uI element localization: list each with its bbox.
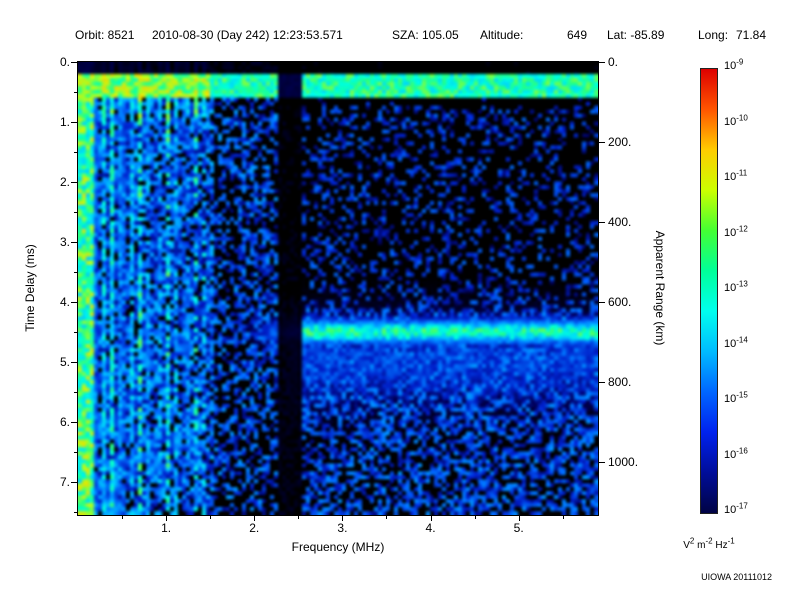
x-tick-mark <box>254 516 256 521</box>
x-minor-tick-mark <box>386 516 388 519</box>
credit-text: UIOWA 20111012 <box>701 572 772 582</box>
y-tick-label-right: 1000. <box>608 455 639 469</box>
y-tick-label-left: 2. <box>59 175 70 189</box>
spectrogram-canvas <box>78 62 598 515</box>
colorbar-tick-label: 10-16 <box>724 445 748 461</box>
colorbar-unit-label: V2 m-2 Hz-1 <box>683 536 735 551</box>
y-tick-mark-left <box>71 62 77 63</box>
colorbar-tick-label: 10-15 <box>724 390 748 405</box>
plot-frame <box>77 61 599 516</box>
colorbar-tick-label: 10-14 <box>724 334 748 350</box>
y-tick-label-right: 0. <box>608 55 619 69</box>
x-tick-mark <box>166 516 168 521</box>
x-tick-mark <box>342 516 344 521</box>
y-tick-mark-right <box>599 382 605 383</box>
colorbar-tick-label: 10-12 <box>724 223 748 239</box>
y-minor-tick-mark <box>74 512 77 513</box>
x-axis-label: Frequency (MHz) <box>291 540 385 554</box>
colorbar <box>700 68 718 514</box>
y-tick-label-right: 600. <box>608 295 632 309</box>
x-tick-mark <box>518 516 520 521</box>
x-tick-label: 4. <box>425 521 436 535</box>
y-tick-mark-right <box>599 462 605 463</box>
colorbar-tick-label: 10-17 <box>724 501 748 516</box>
header-orbit: Orbit: 8521 <box>75 28 135 42</box>
colorbar-tick-label: 10-11 <box>724 168 748 183</box>
y-tick-label-left: 1. <box>59 115 70 129</box>
y-tick-label-left: 3. <box>59 235 70 249</box>
y-tick-label-left: 4. <box>59 295 70 309</box>
colorbar-tick-label: 10-9 <box>724 57 744 72</box>
y-tick-label-left: 7. <box>59 475 70 489</box>
y-tick-label-right: 200. <box>608 135 632 149</box>
x-minor-tick-mark <box>298 516 300 519</box>
x-tick-label: 3. <box>337 521 348 535</box>
y-minor-tick-mark <box>74 272 77 273</box>
y-tick-mark-left <box>71 482 77 483</box>
y-minor-tick-mark <box>74 332 77 333</box>
y-tick-label-right: 400. <box>608 215 632 229</box>
y-tick-mark-right <box>599 222 605 223</box>
x-minor-tick-mark <box>210 516 212 519</box>
x-minor-tick-mark <box>474 516 476 519</box>
y-tick-label-left: 6. <box>59 415 70 429</box>
y-minor-tick-mark <box>74 212 77 213</box>
x-tick-label: 5. <box>513 521 524 535</box>
header-altitude-label: Altitude: <box>480 28 524 42</box>
x-tick-mark <box>430 516 432 521</box>
header-datetime: 2010-08-30 (Day 242) 12:23:53.571 <box>152 28 343 42</box>
header-lat: Lat: -85.89 <box>607 28 665 42</box>
x-tick-label: 2. <box>249 521 260 535</box>
colorbar-tick-label: 10-10 <box>724 112 748 128</box>
y-tick-label-left: 5. <box>59 355 70 369</box>
y-tick-label-left: 0. <box>59 55 70 69</box>
y-tick-mark-right <box>599 302 605 303</box>
y-tick-mark-left <box>71 182 77 183</box>
y-tick-mark-left <box>71 242 77 243</box>
header-long-value: 71.84 <box>736 28 767 42</box>
y-minor-tick-mark <box>74 152 77 153</box>
header-sza: SZA: 105.05 <box>392 28 459 42</box>
y-minor-tick-mark <box>74 452 77 453</box>
y-minor-tick-mark <box>74 92 77 93</box>
header-altitude-value: 649 <box>567 28 588 42</box>
y-tick-label-right: 800. <box>608 375 632 389</box>
y-tick-mark-right <box>599 142 605 143</box>
y-tick-mark-left <box>71 122 77 123</box>
y-tick-mark-right <box>599 62 605 63</box>
y-axis-label-right: Apparent Range (km) <box>653 230 667 346</box>
x-tick-label: 1. <box>161 521 172 535</box>
x-minor-tick-mark <box>562 516 564 519</box>
x-minor-tick-mark <box>122 516 124 519</box>
y-tick-mark-left <box>71 302 77 303</box>
y-minor-tick-mark <box>74 392 77 393</box>
y-tick-mark-left <box>71 422 77 423</box>
header-long-label: Long: <box>698 28 729 42</box>
y-tick-mark-left <box>71 362 77 363</box>
colorbar-tick-label: 10-13 <box>724 279 748 294</box>
y-axis-label-left: Time Delay (ms) <box>23 244 37 332</box>
